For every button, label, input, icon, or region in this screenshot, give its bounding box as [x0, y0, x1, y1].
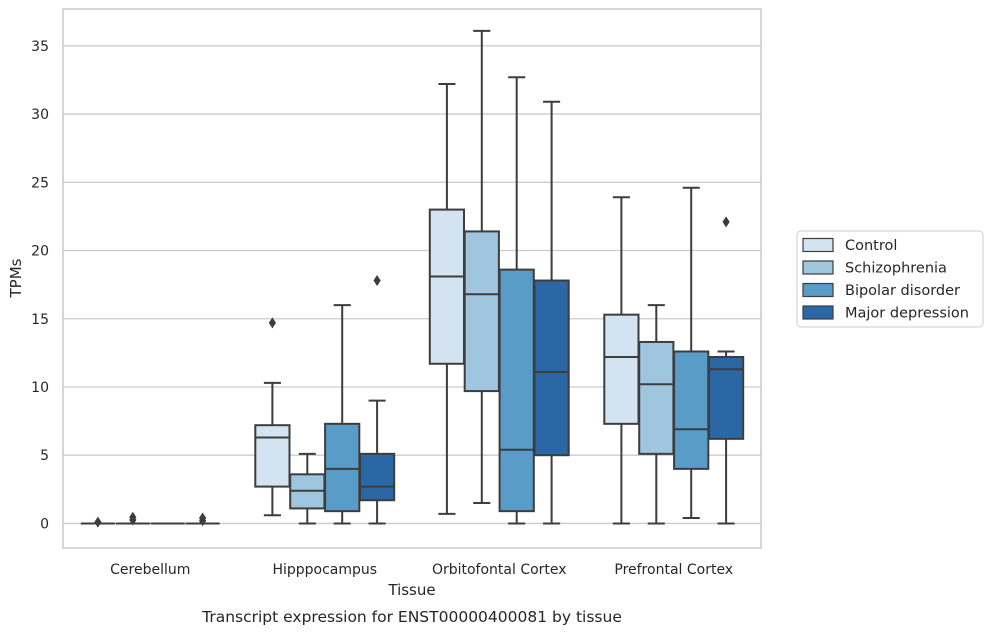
outlier-point: [129, 511, 137, 523]
box-bipolar-disorder: [498, 76, 535, 525]
x-tick-label: Hipppocampus: [272, 562, 377, 578]
legend-swatch: [802, 305, 834, 320]
box-iqr: [638, 340, 675, 455]
outlier-point: [268, 317, 276, 329]
box-bipolar-disorder: [673, 186, 710, 519]
box-iqr: [358, 452, 396, 502]
box-bipolar-disorder: [324, 304, 361, 525]
legend-swatch: [802, 260, 834, 275]
box-major-depression: [185, 512, 220, 527]
box-iqr: [707, 355, 745, 440]
box-iqr: [673, 350, 710, 470]
x-tick-label: Prefrontal Cortex: [614, 562, 733, 578]
outlier-point: [199, 512, 207, 524]
y-tick-label: 15: [31, 312, 49, 328]
y-tick-label: 25: [31, 175, 49, 191]
x-axis-label: Tissue: [387, 581, 435, 599]
legend: Control Schizophrenia Bipolar disorder Majo…: [796, 230, 984, 328]
box-major-depression: [358, 275, 396, 525]
legend-swatch: [802, 282, 834, 298]
box-iqr: [603, 313, 640, 425]
outlier-point: [722, 216, 730, 228]
x-tick-label: Orbitofontal Cortex: [432, 562, 567, 578]
box-iqr: [254, 424, 291, 488]
y-tick-label: 0: [40, 516, 49, 532]
legend-label: Control: [845, 238, 897, 254]
y-tick-label: 10: [31, 380, 49, 396]
x-tick-label: Cerebellum: [110, 562, 190, 578]
x-axis-ticks: Cerebellum Hipppocampus Orbitofontal Corte…: [110, 562, 733, 578]
legend-label: Schizophrenia: [845, 261, 947, 277]
y-tick-label: 20: [31, 244, 49, 260]
box-control: [428, 83, 466, 515]
legend-label: Bipolar disorder: [845, 283, 960, 299]
box-iqr: [498, 268, 535, 513]
plot-frame: [62, 8, 762, 549]
box-control: [254, 317, 291, 517]
legend-swatch: [802, 237, 834, 253]
y-tick-label: 5: [40, 448, 49, 464]
box-control: [603, 196, 640, 525]
y-axis-label: TPMs: [7, 258, 25, 298]
outlier-point: [373, 275, 381, 287]
chart-title: Transcript expression for ENST0000040008…: [201, 608, 622, 626]
box-iqr: [324, 422, 361, 513]
y-tick-label: 30: [31, 107, 49, 123]
y-tick-label: 35: [31, 39, 49, 55]
legend-frame: [796, 230, 984, 328]
box-iqr: [428, 208, 466, 365]
box-major-depression: [707, 216, 745, 525]
box-iqr: [533, 279, 570, 457]
outlier-point: [94, 516, 102, 528]
box-control: [80, 516, 116, 528]
box-major-depression: [533, 100, 570, 525]
legend-label: Major depression: [845, 306, 969, 322]
y-axis-ticks: 0 5 10 15 20 25 30 35: [31, 39, 49, 533]
box-schizophrenia: [115, 511, 150, 526]
box-iqr: [463, 230, 500, 393]
boxes: [80, 29, 745, 528]
